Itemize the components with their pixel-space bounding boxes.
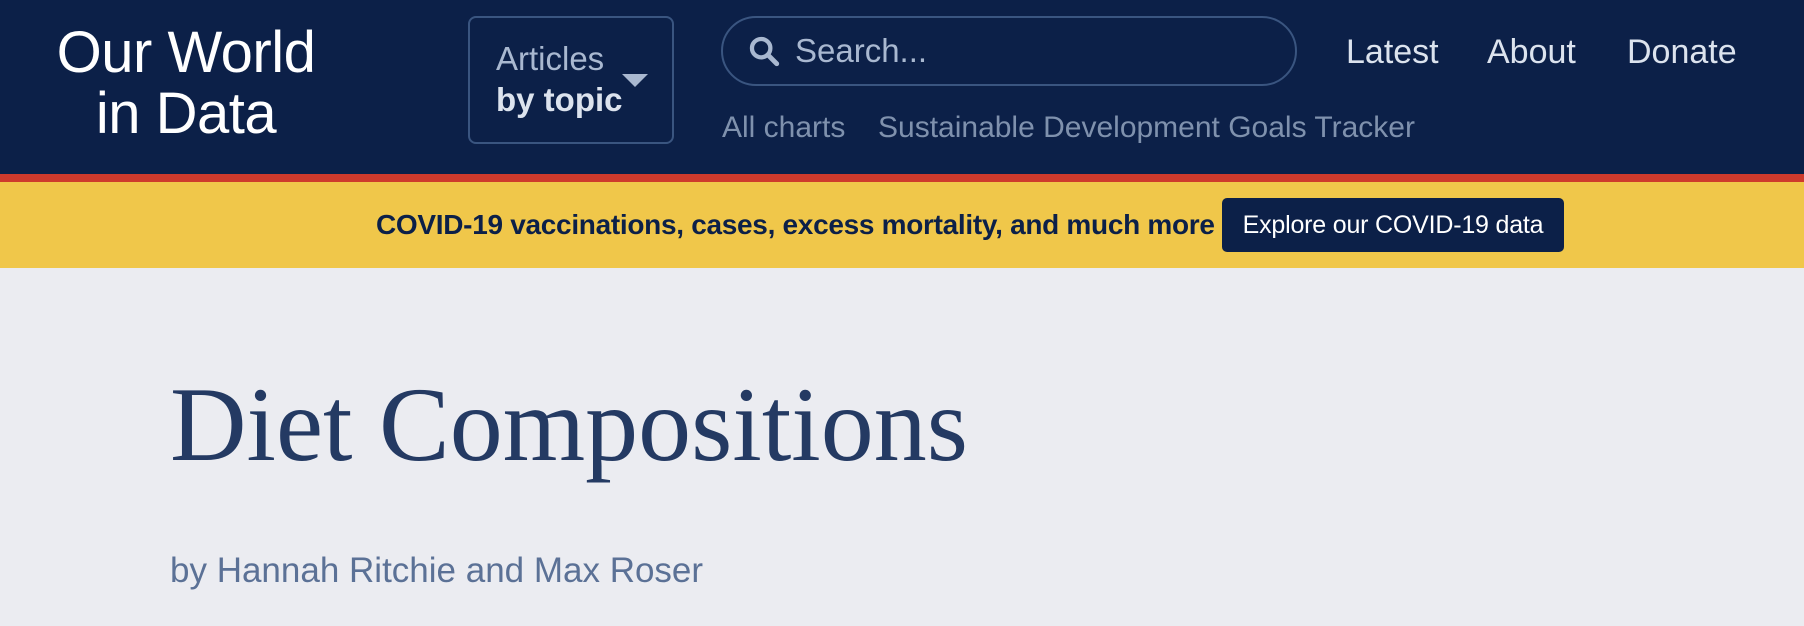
explore-covid-data-button[interactable]: Explore our COVID-19 data [1222,198,1564,252]
page-title: Diet Compositions [170,366,969,483]
nav-sdg-tracker[interactable]: Sustainable Development Goals Tracker [878,111,1415,144]
articles-label: Articles [496,40,605,77]
banner-text: COVID-19 vaccinations, cases, excess mor… [376,209,1215,240]
nav-all-charts[interactable]: All charts [722,111,846,144]
nav-latest[interactable]: Latest [1346,33,1439,71]
articles-by-topic-dropdown[interactable]: Articles by topic [468,16,674,144]
search-box [721,16,1297,86]
logo-line-1: Our World [56,20,316,85]
site-header: Our World in Data Articles by topic Late… [0,0,1804,174]
site-logo[interactable]: Our World in Data [46,22,326,144]
nav-about[interactable]: About [1487,33,1576,71]
nav-donate[interactable]: Donate [1627,33,1737,71]
logo-line-2: in Data [95,81,277,146]
by-topic-label: by topic [496,81,623,118]
search-icon [749,36,780,67]
covid-banner: COVID-19 vaccinations, cases, excess mor… [0,182,1804,268]
article-byline: by Hannah Ritchie and Max Roser [170,551,704,590]
search-input[interactable] [795,32,1275,70]
header-accent-stripe [0,174,1804,182]
chevron-down-icon [622,74,648,87]
